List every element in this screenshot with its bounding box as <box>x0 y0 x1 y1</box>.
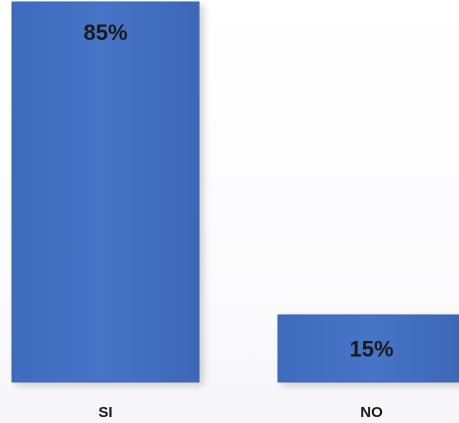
bar-si <box>11 1 200 383</box>
bar-no <box>277 314 459 383</box>
data-label-si: 85% <box>83 20 127 45</box>
category-label-no: NO <box>360 404 383 421</box>
category-label-si: SI <box>98 404 112 421</box>
data-label-no: 15% <box>349 336 393 361</box>
